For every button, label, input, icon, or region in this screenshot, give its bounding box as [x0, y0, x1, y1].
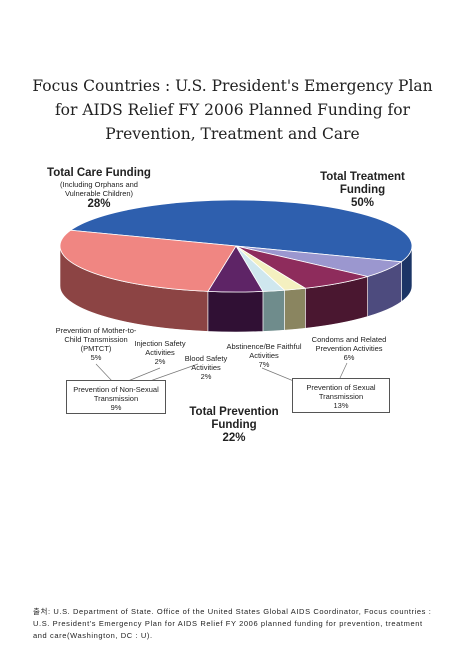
blood-label-pct: 2%	[200, 372, 212, 381]
injection-label-line: Activities	[145, 348, 175, 357]
blood-safety-label: Blood Safety Activities 2%	[172, 354, 240, 381]
box-label-line: Prevention of Sexual	[306, 383, 376, 392]
prevention-group-name: Total Prevention	[189, 406, 279, 418]
blood-label-line: Blood Safety	[184, 354, 228, 363]
care-group-pct: 28%	[87, 198, 111, 210]
care-group-sub: (Including Orphans and	[60, 180, 138, 189]
abstinence-label-line: Abstinence/Be Faithful	[226, 342, 302, 351]
leader-line	[95, 363, 113, 382]
sexual-transmission-box: Prevention of Sexual Transmission 13%	[292, 378, 390, 413]
pie-slice-side	[207, 291, 264, 333]
leader-line	[261, 367, 297, 383]
pmtct-label: Prevention of Mother-to- Child Transmiss…	[44, 326, 148, 362]
leader-line	[149, 363, 199, 382]
injection-safety-label: Injection Safety Activities 2%	[124, 339, 196, 366]
abstinence-label: Abstinence/Be Faithful Activities 7%	[218, 342, 310, 369]
treatment-group-label: Total Treatment Funding 50%	[300, 171, 425, 210]
chart-title-line: Focus Countries : U.S. President's Emerg…	[32, 77, 433, 95]
pie-slice-side	[262, 289, 285, 332]
box-label-pct: 9%	[110, 403, 122, 412]
condoms-label-line: Condoms and Related	[311, 335, 387, 344]
care-group-name: Total Care Funding	[47, 167, 151, 179]
abstinence-label-pct: 7%	[258, 360, 270, 369]
care-group-sub: Vulnerable Children)	[64, 189, 134, 198]
prevention-group-label: Total Prevention Funding 22%	[170, 406, 298, 445]
treatment-group-name: Total Treatment	[320, 171, 405, 183]
injection-label-pct: 2%	[154, 357, 166, 366]
leader-line	[127, 367, 161, 382]
prevention-group-pct: 22%	[222, 432, 246, 444]
blood-label-line: Activities	[191, 363, 221, 372]
prevention-group-name: Funding	[211, 419, 257, 431]
box-label-line: Transmission	[93, 394, 139, 403]
condoms-label: Condoms and Related Prevention Activitie…	[300, 335, 398, 362]
abstinence-label-line: Activities	[249, 351, 279, 360]
injection-label-line: Injection Safety	[134, 339, 186, 348]
pie-slice	[59, 229, 237, 292]
treatment-group-name: Funding	[339, 184, 386, 196]
box-label-pct: 13%	[333, 401, 349, 410]
pmtct-label-line: Child Transmission	[64, 335, 128, 344]
box-label-line: Transmission	[318, 392, 364, 401]
leader-line	[339, 362, 348, 379]
non-sexual-transmission-box: Prevention of Non-Sexual Transmission 9%	[66, 380, 166, 414]
pmtct-label-line: Prevention of Mother-to-	[55, 326, 137, 335]
pie-slice-side	[284, 287, 306, 331]
chart-title: Focus Countries : U.S. President's Emerg…	[20, 74, 445, 146]
pmtct-label-line: (PMTCT)	[80, 344, 112, 353]
treatment-group-pct: 50%	[350, 197, 375, 209]
condoms-label-line: Prevention Activities	[315, 344, 383, 353]
condoms-label-pct: 6%	[343, 353, 355, 362]
pie-slice	[69, 199, 413, 263]
source-note: 출처: U.S. Department of State. Office of …	[33, 607, 432, 640]
box-label-line: Prevention of Non-Sexual	[73, 385, 159, 394]
chart-title-line: Prevention, Treatment and Care	[105, 125, 360, 143]
pmtct-label-pct: 5%	[90, 353, 102, 362]
care-group-label: Total Care Funding (Including Orphans an…	[40, 167, 158, 211]
chart-title-line: for AIDS Relief FY 2006 Planned Funding …	[54, 101, 411, 119]
